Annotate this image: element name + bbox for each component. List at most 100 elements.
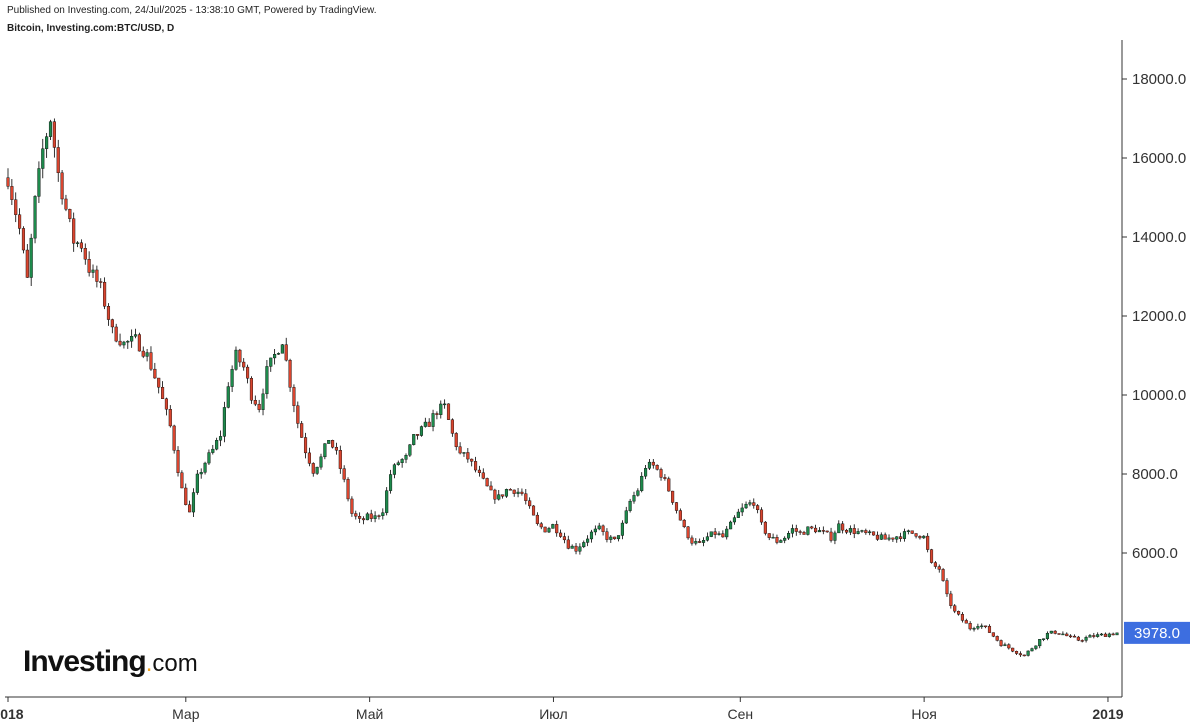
candle-body: [504, 489, 509, 497]
candle-body: [922, 535, 926, 539]
candle-body: [114, 326, 118, 342]
instrument-title: Bitcoin, Investing.com:BTC/USD, D: [7, 23, 175, 34]
candle-body: [342, 468, 346, 480]
candle-body: [361, 518, 366, 521]
candle-body: [1014, 651, 1019, 654]
candle-body: [856, 531, 860, 534]
candle-body: [729, 521, 733, 530]
candle-body: [199, 472, 203, 475]
candle-body: [37, 168, 41, 197]
candle-body: [1115, 632, 1119, 636]
candle-body: [860, 530, 864, 532]
candle-body: [821, 530, 825, 532]
candle-body: [1092, 635, 1096, 637]
candle-body: [899, 536, 903, 539]
candle-body: [663, 477, 667, 479]
candle-body: [698, 541, 702, 543]
x-tick-label: Мар: [172, 706, 200, 722]
candle-body: [957, 610, 961, 615]
x-tick-label: Сен: [727, 706, 753, 722]
candle-body: [303, 437, 308, 454]
candle-body: [798, 531, 802, 533]
candle-body: [474, 461, 478, 471]
candle-body: [358, 515, 362, 519]
candle-body: [783, 537, 787, 541]
candle-body: [1007, 644, 1011, 649]
candle-body: [6, 177, 10, 187]
candle-body: [265, 366, 269, 395]
candle-body: [215, 440, 219, 450]
candle-body: [253, 400, 257, 405]
candle-body: [56, 147, 60, 174]
candle-body: [60, 172, 64, 200]
last-price-label: 3978.0: [1134, 625, 1180, 642]
candle-body: [416, 434, 420, 436]
candle-body: [284, 344, 288, 361]
candle-body: [230, 369, 234, 387]
candle-body: [385, 490, 389, 513]
candle-body: [133, 334, 138, 337]
candle-body: [396, 462, 400, 465]
candle-body: [775, 537, 779, 543]
candle-body: [365, 513, 369, 521]
y-tick-label: 14000.0: [1132, 229, 1186, 246]
candle-body: [926, 535, 930, 550]
candle-body: [450, 419, 454, 434]
candle-body: [79, 242, 83, 249]
candle-body: [597, 525, 601, 530]
x-tick-label: Май: [356, 706, 383, 722]
candle-body: [180, 472, 184, 489]
candle-body: [99, 281, 103, 283]
candle-body: [1069, 635, 1073, 638]
candles-group: [6, 118, 1119, 657]
candle-body: [408, 444, 412, 456]
candle-body: [1049, 630, 1053, 634]
candle-body: [462, 452, 466, 454]
candle-body: [95, 269, 99, 282]
logo-main: Investing: [23, 645, 147, 678]
candle-body: [852, 528, 856, 534]
candle-body: [717, 533, 721, 535]
candle-body: [423, 421, 427, 427]
candle-body: [636, 490, 640, 496]
candle-body: [671, 490, 675, 503]
candle-body: [609, 536, 613, 540]
candle-body: [29, 237, 33, 278]
candle-body: [319, 456, 323, 468]
candle-body: [539, 523, 543, 528]
candle-body: [68, 209, 72, 219]
candle-body: [605, 531, 609, 540]
candle-body: [1088, 635, 1092, 638]
candle-body: [218, 436, 223, 441]
candle-body: [454, 433, 458, 447]
candle-body: [296, 405, 300, 424]
candle-body: [872, 531, 876, 536]
candle-body: [694, 541, 698, 544]
candle-body: [829, 531, 833, 541]
candle-body: [485, 478, 489, 487]
candle-body: [748, 502, 752, 505]
candle-body: [508, 489, 512, 491]
candle-body: [995, 636, 999, 641]
candle-body: [315, 466, 319, 474]
candle-body: [667, 478, 671, 492]
candle-body: [246, 366, 250, 379]
candle-body: [790, 528, 794, 534]
candle-body: [991, 632, 995, 637]
candle-body: [273, 354, 277, 359]
candle-body: [1034, 645, 1038, 649]
candle-body: [33, 196, 37, 239]
candle-body: [45, 136, 49, 149]
candle-body: [493, 489, 497, 500]
candle-body: [574, 545, 578, 552]
candle-body: [817, 530, 822, 533]
candle-body: [323, 443, 327, 458]
candle-body: [153, 368, 157, 379]
candle-body: [814, 527, 818, 533]
candle-body: [427, 421, 431, 427]
candle-body: [226, 386, 230, 408]
candle-body: [516, 491, 520, 494]
candle-body: [21, 228, 26, 251]
candle-body: [837, 523, 841, 534]
x-tick-label: Июл: [539, 706, 567, 722]
